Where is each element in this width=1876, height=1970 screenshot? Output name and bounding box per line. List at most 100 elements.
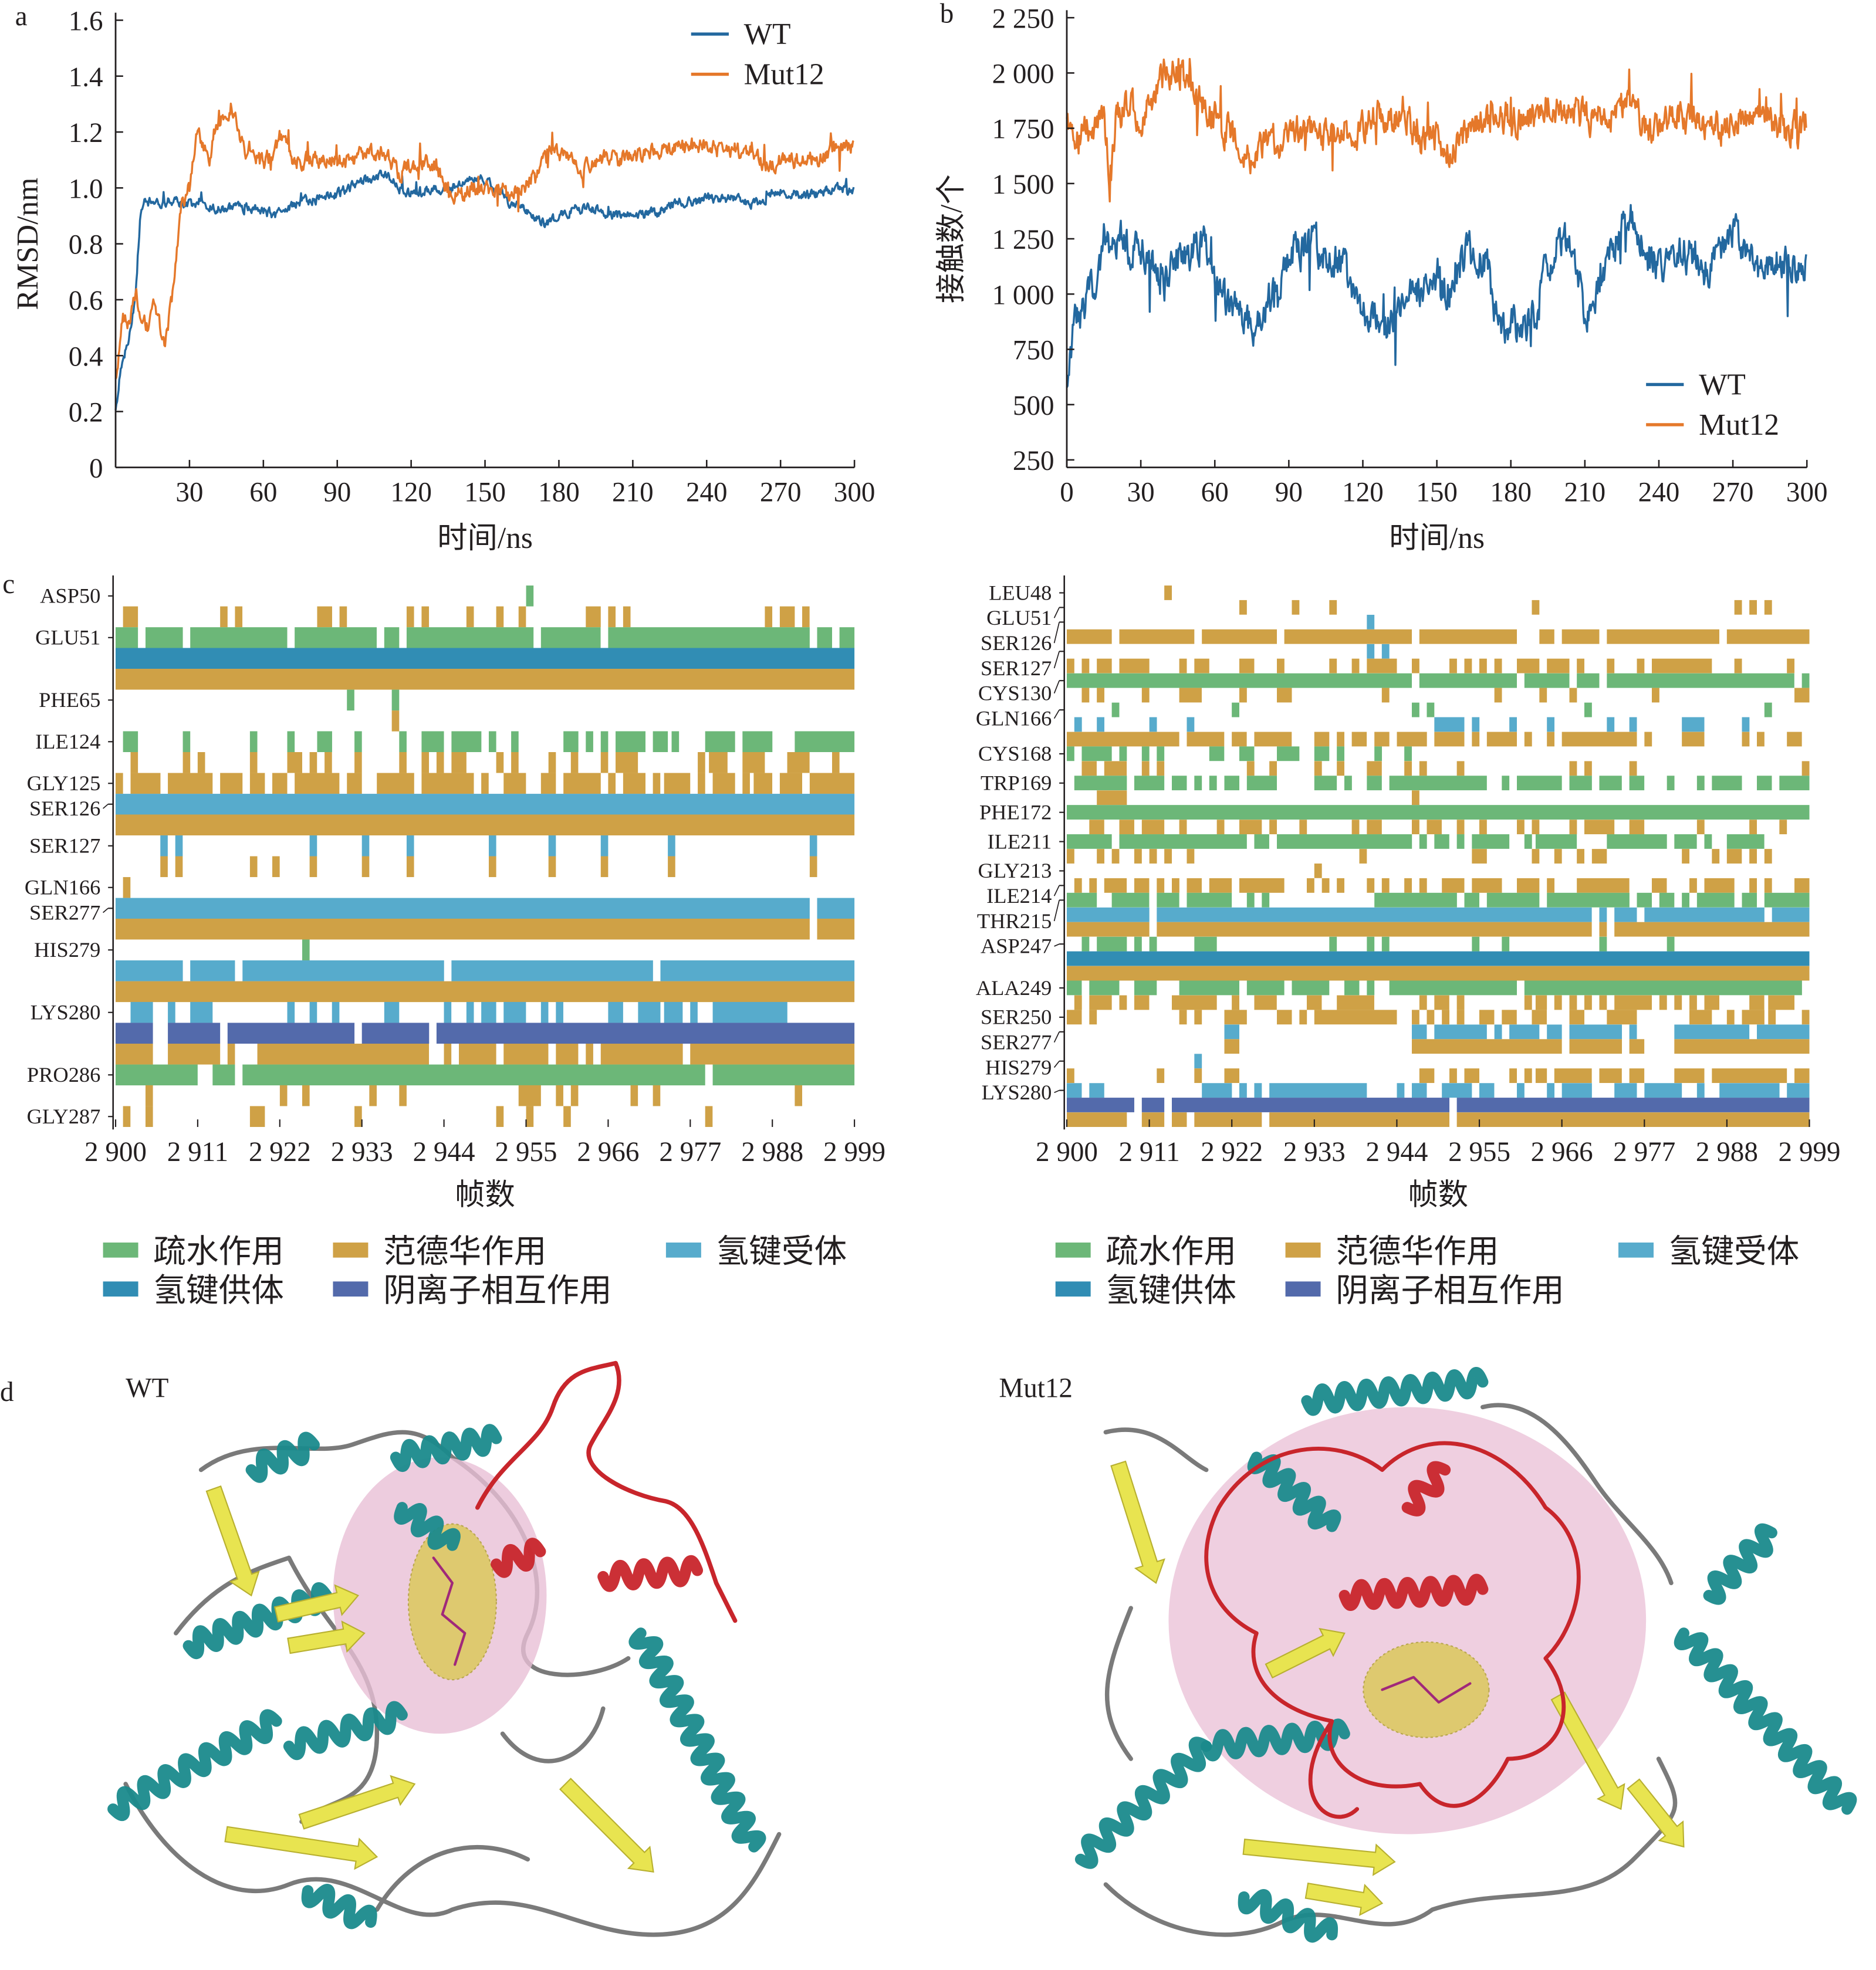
x-tick-label: 2 988 xyxy=(741,1137,803,1167)
x-axis-label: 时间/ns xyxy=(437,522,533,555)
interaction-bar-vdw xyxy=(130,773,161,794)
y-tick-label: 1 500 xyxy=(992,170,1054,200)
interaction-bar-hydrophobic xyxy=(1194,936,1217,952)
interaction-bar-acceptor xyxy=(608,1001,623,1023)
interaction-bar-vdw xyxy=(518,1085,541,1106)
interaction-bar-hydrophobic xyxy=(1577,673,1600,688)
interaction-bar-vdw xyxy=(1411,820,1419,835)
interaction-bar-vdw xyxy=(668,856,675,878)
interaction-bar-hydrophobic xyxy=(212,1064,235,1086)
interaction-bar-vdw xyxy=(1569,820,1577,835)
interaction-bar-vdw xyxy=(1561,732,1637,747)
legend-label-mut12: Mut12 xyxy=(744,58,824,92)
interaction-bar-vdw xyxy=(1367,820,1382,835)
legend-label-acceptor: 氢键受体 xyxy=(716,1234,847,1270)
label-leader-line xyxy=(1053,900,1060,922)
interaction-bar-hydrophobic xyxy=(1696,776,1705,791)
interaction-bar-acceptor xyxy=(1074,717,1082,732)
interaction-bar-acceptor xyxy=(1787,1083,1810,1098)
residue-label: GLY213 xyxy=(978,859,1052,882)
interaction-bar-vdw xyxy=(1726,1010,1735,1025)
interaction-bar-hydrophobic xyxy=(1111,702,1120,717)
interaction-bar-vdw xyxy=(1494,688,1502,703)
helix xyxy=(283,1701,408,1761)
interaction-bar-vdw xyxy=(1561,629,1600,644)
interaction-bar-vdw xyxy=(1277,1010,1292,1025)
interaction-bar-hydrophobic xyxy=(116,1064,198,1086)
interaction-bar-hydrophobic xyxy=(1344,980,1360,996)
legend-swatch-acceptor xyxy=(1618,1242,1654,1258)
interaction-bar-vdw xyxy=(1749,995,1765,1010)
interaction-bar-hydrophobic xyxy=(1502,936,1510,952)
interaction-bar-acceptor xyxy=(1742,717,1750,732)
interaction-bar-vdw xyxy=(1269,820,1277,835)
interaction-bar-vdw xyxy=(1269,1112,1450,1127)
interaction-bar-vdw xyxy=(1141,1112,1165,1127)
interaction-bar-hydrophobic xyxy=(1607,834,1667,849)
y-tick-label: 0.2 xyxy=(69,398,103,428)
interaction-bar-vdw xyxy=(1239,878,1285,893)
interaction-bar-vdw xyxy=(1404,761,1412,776)
interaction-bar-vdw xyxy=(1119,820,1134,835)
residue-label: SER250 xyxy=(981,1006,1052,1029)
interaction-bar-vdw xyxy=(548,856,556,878)
interaction-bar-vdw xyxy=(1074,878,1082,893)
interaction-bar-hydrophobic xyxy=(1066,673,1412,688)
interaction-bar-hydrophobic xyxy=(1404,746,1412,761)
interaction-bar-vdw xyxy=(1066,1010,1082,1025)
helix xyxy=(1674,1627,1857,1815)
ligand-stick xyxy=(432,1556,467,1666)
interaction-bar-vdw xyxy=(116,814,855,835)
beta-strand xyxy=(298,1775,416,1830)
interaction-bar-vdw xyxy=(1794,1068,1810,1084)
x-tick-label: 180 xyxy=(538,478,580,508)
interaction-bar-acceptor xyxy=(1367,644,1375,659)
x-tick-label: 2 988 xyxy=(1696,1137,1758,1167)
interaction-bar-vdw xyxy=(1351,732,1367,747)
y-tick-label: 250 xyxy=(1013,446,1054,476)
interaction-bar-vdw xyxy=(1704,995,1719,1010)
interaction-bar-hydrophobic xyxy=(190,627,288,648)
interaction-bar-hydrophobic xyxy=(1599,936,1607,952)
interaction-bar-vdw xyxy=(1157,922,1592,937)
interaction-bar-vdw xyxy=(709,752,728,773)
x-tick-label: 60 xyxy=(1201,478,1229,508)
interaction-bar-vdw xyxy=(1381,688,1390,703)
interaction-bar-vdw xyxy=(1599,995,1607,1010)
interaction-bar-hydrophobic xyxy=(1194,776,1202,791)
interaction-bar-vdw xyxy=(1224,1068,1239,1084)
interaction-bar-vdw xyxy=(1539,629,1554,644)
residue-label: SER126 xyxy=(29,797,100,820)
interaction-bar-vdw xyxy=(1239,658,1255,673)
interaction-bar-vdw xyxy=(197,752,205,773)
interaction-bar-vdw xyxy=(653,1085,661,1106)
interaction-bar-hydrophobic xyxy=(1535,834,1577,849)
interaction-bar-vdw xyxy=(1535,1068,1547,1084)
interaction-bar-hydrophobic xyxy=(1712,776,1742,791)
x-tick-label: 210 xyxy=(1564,478,1606,508)
residue-label: ILE211 xyxy=(987,830,1052,853)
x-tick-label: 120 xyxy=(1342,478,1384,508)
interaction-bar-vdw xyxy=(1419,629,1517,644)
interaction-bar-acceptor xyxy=(1614,907,1637,922)
x-tick-label: 2 911 xyxy=(167,1137,228,1167)
interaction-bar-acceptor xyxy=(1434,717,1465,732)
residue-label: SER126 xyxy=(981,631,1052,655)
interaction-bar-vdw xyxy=(1066,658,1074,673)
interaction-bar-vdw xyxy=(249,856,258,878)
interaction-bar-vdw xyxy=(116,918,810,940)
interaction-bar-vdw xyxy=(1329,600,1337,615)
interaction-bar-vdw xyxy=(1367,878,1375,893)
interaction-bar-acceptor xyxy=(1367,614,1375,629)
interaction-bar-acceptor xyxy=(1187,717,1195,732)
x-tick-label: 240 xyxy=(1638,478,1680,508)
interaction-bar-vdw xyxy=(1456,1112,1810,1127)
interaction-bar-donor xyxy=(1066,951,1810,966)
interaction-bar-hydrophobic xyxy=(1314,746,1330,761)
interaction-bar-vdw xyxy=(421,773,474,794)
interaction-bar-acceptor xyxy=(1411,1083,1427,1098)
interaction-bar-vdw xyxy=(518,606,526,628)
